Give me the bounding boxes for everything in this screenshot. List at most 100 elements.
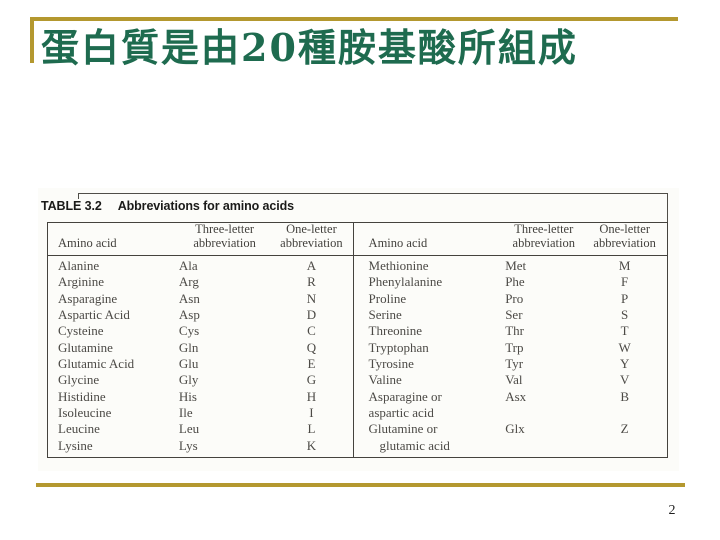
three-letter-abbr: Trp xyxy=(505,339,524,355)
amino-acid-name-continuation: glutamic acid xyxy=(379,437,450,453)
amino-acid-name: Cysteine xyxy=(58,323,104,339)
three-letter-abbr: Leu xyxy=(178,421,200,437)
amino-acid-name: Asparagine or xyxy=(368,388,442,404)
table-caption-label: TABLE 3.2 xyxy=(41,199,102,213)
one-letter-abbr: K xyxy=(306,437,317,453)
three-letter-abbr: Glu xyxy=(178,356,199,372)
page-number: 2 xyxy=(668,503,676,518)
one-letter-abbr: C xyxy=(307,323,316,339)
amino-acid-name-continuation: aspartic acid xyxy=(368,405,434,421)
three-letter-abbr: Tyr xyxy=(505,356,524,372)
three-letter-abbr: Asn xyxy=(178,290,200,306)
one-letter-abbr: B xyxy=(620,388,629,404)
header-one-letter: One-letter abbreviation xyxy=(582,222,667,252)
table-caption: TABLE 3.2 Abbreviations for amino acids xyxy=(41,199,294,213)
table-row: Methionine Met M xyxy=(354,258,667,274)
table-row: Asparagine Asn N xyxy=(48,291,353,307)
table-row: Lysine Lys K xyxy=(48,438,353,454)
table-row: Arginine Arg R xyxy=(48,274,353,290)
table-figure: TABLE 3.2 Abbreviations for amino acids A… xyxy=(38,188,679,471)
one-letter-abbr: N xyxy=(306,290,317,306)
amino-acid-name: Isoleucine xyxy=(58,405,112,421)
table-row: Leucine Leu L xyxy=(48,421,353,437)
header-one-letter: One-letter abbreviation xyxy=(270,222,352,252)
header-line: Three-letter xyxy=(514,221,574,236)
one-letter-abbr: A xyxy=(306,258,317,274)
one-letter-abbr: F xyxy=(621,274,629,290)
one-letter-abbr: W xyxy=(618,339,631,355)
amino-acid-name: Arginine xyxy=(58,274,104,290)
amino-acid-name: Methionine xyxy=(368,258,429,274)
amino-acid-name: Alanine xyxy=(58,258,100,274)
one-letter-abbr: H xyxy=(306,388,317,404)
three-letter-abbr: His xyxy=(178,388,197,404)
amino-acid-name: Proline xyxy=(368,290,407,306)
amino-acid-name: Glycine xyxy=(58,372,100,388)
header-line: One-letter xyxy=(286,221,337,236)
table-caption-title: Abbreviations for amino acids xyxy=(117,199,294,213)
three-letter-abbr: Pro xyxy=(505,290,524,306)
table-left-half: Amino acid Three-letter abbreviation One… xyxy=(48,222,353,457)
table-body: Alanine Ala A Arginine Arg R Asparagine … xyxy=(48,256,353,457)
one-letter-abbr: G xyxy=(306,372,317,388)
table-row: Tryptophan Trp W xyxy=(354,340,667,356)
one-letter-abbr: I xyxy=(309,405,314,421)
amino-acid-name: Leucine xyxy=(58,421,100,437)
three-letter-abbr: Ile xyxy=(178,405,193,421)
three-letter-abbr: Cys xyxy=(178,323,200,339)
header-line: abbreviation xyxy=(512,236,575,251)
amino-acid-name: Glutamine xyxy=(58,339,113,355)
title-rule-left xyxy=(30,17,34,63)
amino-acid-name: Serine xyxy=(368,307,402,323)
table-row: Glutamine or Glx Z xyxy=(354,421,667,437)
table-row: glutamic acid xyxy=(354,438,667,454)
table-row: Phenylalanine Phe F xyxy=(354,274,667,290)
table-row: Valine Val V xyxy=(354,372,667,388)
header-line: abbreviation xyxy=(593,236,656,251)
table-header-row: Amino acid Three-letter abbreviation One… xyxy=(353,222,667,256)
amino-acid-name: Histidine xyxy=(58,388,106,404)
header-line: Three-letter xyxy=(195,221,255,236)
table-body: Methionine Met M Phenylalanine Phe F Pro… xyxy=(354,256,667,457)
header-amino-acid: Amino acid xyxy=(58,236,117,250)
three-letter-abbr: Thr xyxy=(505,323,524,339)
three-letter-abbr: Gly xyxy=(178,372,199,388)
table-row: Serine Ser S xyxy=(354,307,667,323)
table-row: Glutamine Gln Q xyxy=(48,340,353,356)
one-letter-abbr: D xyxy=(306,307,317,323)
table-row: Alanine Ala A xyxy=(48,258,353,274)
amino-acid-name: Tryptophan xyxy=(368,339,429,355)
footer-rule xyxy=(36,483,685,487)
three-letter-abbr: Gln xyxy=(178,339,199,355)
one-letter-abbr: S xyxy=(621,307,629,323)
three-letter-abbr: Lys xyxy=(178,437,198,453)
one-letter-abbr: M xyxy=(618,258,631,274)
amino-acid-name: Valine xyxy=(368,372,402,388)
table-row: Threonine Thr T xyxy=(354,323,667,339)
table-top-rule xyxy=(78,193,668,222)
one-letter-abbr: Q xyxy=(306,339,317,355)
three-letter-abbr: Asp xyxy=(178,307,200,323)
header-line: abbreviation xyxy=(193,236,256,251)
one-letter-abbr: Z xyxy=(620,421,629,437)
one-letter-abbr: V xyxy=(619,372,630,388)
table-row: Cysteine Cys C xyxy=(48,323,353,339)
table-row: Glycine Gly G xyxy=(48,372,353,388)
table-row: Asparagine or Asx B xyxy=(354,389,667,405)
three-letter-abbr: Asx xyxy=(505,388,527,404)
three-letter-abbr: Arg xyxy=(178,274,199,290)
one-letter-abbr: E xyxy=(307,356,316,372)
title-rule-top xyxy=(30,17,678,21)
table-row: Proline Pro P xyxy=(354,291,667,307)
header-three-letter: Three-letter abbreviation xyxy=(485,222,582,252)
three-letter-abbr: Ala xyxy=(178,258,198,274)
amino-acid-name: Lysine xyxy=(58,437,93,453)
one-letter-abbr: T xyxy=(620,323,629,339)
three-letter-abbr: Ser xyxy=(505,307,523,323)
amino-acid-name: Tyrosine xyxy=(368,356,414,372)
header-three-letter: Three-letter abbreviation xyxy=(176,222,270,252)
amino-acid-name: Asparagine xyxy=(58,290,118,306)
table-right-half: Amino acid Three-letter abbreviation One… xyxy=(352,222,667,457)
amino-acid-name: Threonine xyxy=(368,323,422,339)
